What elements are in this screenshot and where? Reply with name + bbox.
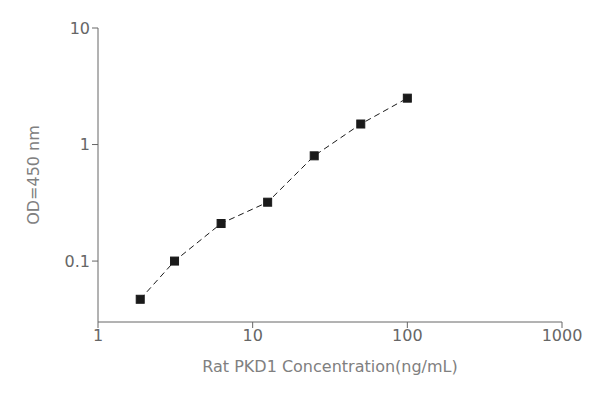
svg-text:1: 1 bbox=[80, 135, 90, 154]
svg-text:OD=450 nm: OD=450 nm bbox=[24, 125, 43, 225]
svg-text:100: 100 bbox=[392, 326, 423, 345]
svg-text:1: 1 bbox=[93, 326, 103, 345]
svg-text:10: 10 bbox=[70, 19, 90, 38]
svg-text:1000: 1000 bbox=[542, 326, 583, 345]
svg-text:0.1: 0.1 bbox=[65, 252, 90, 271]
svg-text:Rat PKD1 Concentration(ng/mL): Rat PKD1 Concentration(ng/mL) bbox=[202, 357, 458, 376]
svg-text:10: 10 bbox=[242, 326, 262, 345]
